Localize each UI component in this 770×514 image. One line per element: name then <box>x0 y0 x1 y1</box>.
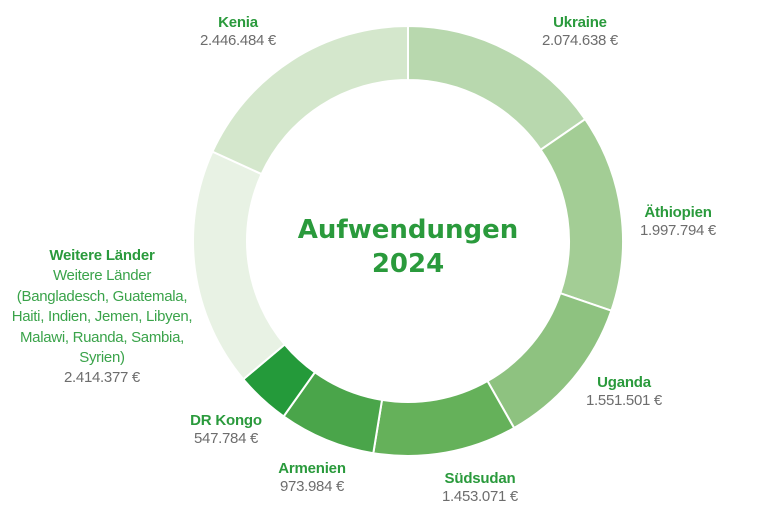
label-desc-3: Haiti, Indien, Jemen, Libyen, <box>11 308 193 326</box>
label-name: Ukraine <box>553 14 607 31</box>
chart-title-line2: 2024 <box>371 248 445 279</box>
label-value: 2.414.377 € <box>64 369 140 387</box>
label-name: Weitere Länder <box>49 247 155 264</box>
label-value: 1.997.794 € <box>640 222 716 239</box>
label-name: Armenien <box>278 460 346 477</box>
label-aethiopien: Äthiopien 1.997.794 € <box>618 204 738 240</box>
label-value: 547.784 € <box>193 430 259 447</box>
label-drkongo: DR Kongo 547.784 € <box>166 412 286 448</box>
label-name: Kenia <box>218 14 258 31</box>
label-desc-2: (Bangladesch, Guatemala, <box>16 287 188 305</box>
label-uganda: Uganda 1.551.501 € <box>564 374 684 410</box>
label-name: Südsudan <box>444 470 516 487</box>
label-value: 1.551.501 € <box>586 392 662 409</box>
chart-title: Aufwendungen 2024 <box>258 214 558 282</box>
donut-segment-kenia <box>211 24 409 176</box>
label-desc-5: Syrien) <box>79 348 125 366</box>
label-value: 1.453.071 € <box>442 488 518 505</box>
label-weitere-laender: Weitere Länder Weitere Länder (Banglades… <box>2 246 202 389</box>
label-desc-1: Weitere Länder <box>52 267 152 285</box>
label-kenia: Kenia 2.446.484 € <box>178 14 298 50</box>
chart-title-line1: Aufwendungen <box>297 215 519 245</box>
label-suedsudan: Südsudan 1.453.071 € <box>420 470 540 506</box>
label-value: 2.446.484 € <box>200 32 276 49</box>
label-name: Uganda <box>597 374 651 391</box>
label-ukraine: Ukraine 2.074.638 € <box>520 14 640 50</box>
label-desc-4: Malawi, Ruanda, Sambia, <box>19 328 185 346</box>
label-name: Äthiopien <box>644 204 712 221</box>
label-value: 973.984 € <box>279 478 345 495</box>
donut-segment-südsudan <box>372 379 516 457</box>
label-name: DR Kongo <box>190 412 262 429</box>
label-armenien: Armenien 973.984 € <box>252 460 372 496</box>
label-value: 2.074.638 € <box>542 32 618 49</box>
